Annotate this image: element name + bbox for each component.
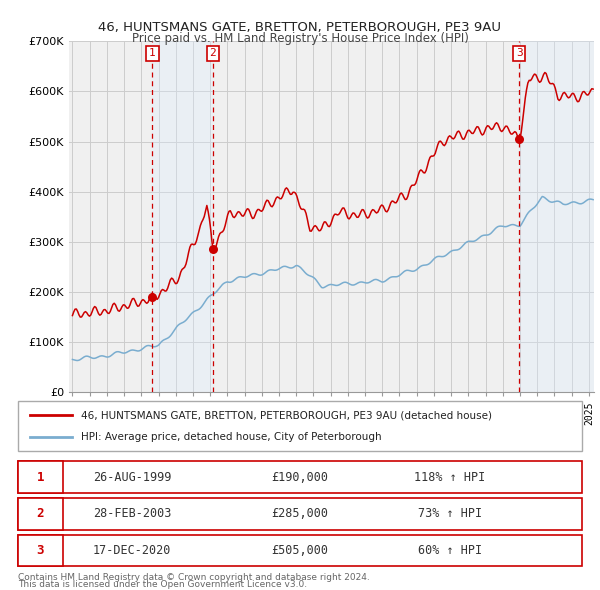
Text: 1: 1	[149, 48, 156, 58]
Text: £190,000: £190,000	[271, 471, 329, 484]
Text: 26-AUG-1999: 26-AUG-1999	[93, 471, 171, 484]
Text: 2: 2	[37, 507, 44, 520]
Text: 3: 3	[516, 48, 523, 58]
Bar	[519, 41, 594, 392]
Text: 28-FEB-2003: 28-FEB-2003	[93, 507, 171, 520]
Text: This data is licensed under the Open Government Licence v3.0.: This data is licensed under the Open Gov…	[18, 579, 307, 589]
Text: £505,000: £505,000	[271, 544, 329, 557]
Text: 118% ↑ HPI: 118% ↑ HPI	[415, 471, 485, 484]
Text: 2: 2	[209, 48, 216, 58]
Text: 17-DEC-2020: 17-DEC-2020	[93, 544, 171, 557]
Text: Price paid vs. HM Land Registry's House Price Index (HPI): Price paid vs. HM Land Registry's House …	[131, 32, 469, 45]
Text: 46, HUNTSMANS GATE, BRETTON, PETERBOROUGH, PE3 9AU (detached house): 46, HUNTSMANS GATE, BRETTON, PETERBOROUG…	[81, 410, 492, 420]
Text: 60% ↑ HPI: 60% ↑ HPI	[418, 544, 482, 557]
Text: 73% ↑ HPI: 73% ↑ HPI	[418, 507, 482, 520]
Text: Contains HM Land Registry data © Crown copyright and database right 2024.: Contains HM Land Registry data © Crown c…	[18, 572, 370, 582]
Text: 1: 1	[37, 471, 44, 484]
Text: £285,000: £285,000	[271, 507, 329, 520]
Text: HPI: Average price, detached house, City of Peterborough: HPI: Average price, detached house, City…	[81, 432, 382, 442]
Text: 46, HUNTSMANS GATE, BRETTON, PETERBOROUGH, PE3 9AU: 46, HUNTSMANS GATE, BRETTON, PETERBOROUG…	[98, 21, 502, 34]
Bar	[152, 41, 213, 392]
Text: 3: 3	[37, 544, 44, 557]
